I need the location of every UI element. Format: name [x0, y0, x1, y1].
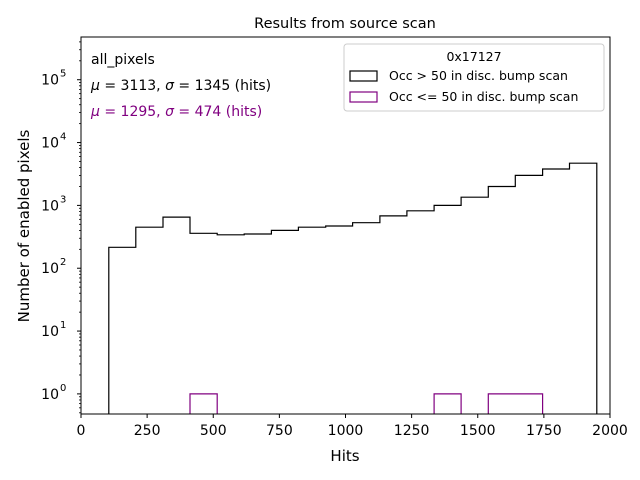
- y-tick-label: 10: [41, 324, 59, 340]
- stats-annotations: all_pixels μ = 3113, σ = 1345 (hits) μ = 1…: [90, 52, 271, 120]
- legend-frame: [343, 43, 605, 112]
- bin-2-16: [515, 394, 542, 414]
- series-1: [108, 162, 598, 415]
- y-tick-exponent: 3: [60, 194, 66, 205]
- bin-1-5: [217, 235, 244, 414]
- bin-1-18: [570, 163, 597, 414]
- legend-swatch-1: [349, 70, 378, 82]
- legend-label-1: Occ > 50 in disc. bump scan: [389, 68, 568, 83]
- histogram-step-2-3: [487, 393, 544, 414]
- y-tick-label: 10: [41, 387, 59, 403]
- bin-1-4: [190, 233, 217, 414]
- bin-1-1: [109, 247, 136, 414]
- bin-1-13: [434, 205, 461, 414]
- y-tick-label: 10: [41, 261, 59, 277]
- chart-title: Results from source scan: [254, 16, 436, 32]
- annotation-line-3: μ = 1295, σ = 474 (hits): [90, 104, 262, 120]
- bin-1-10: [353, 223, 380, 414]
- histogram-step-1-1: [108, 162, 598, 414]
- bin-1-2: [136, 227, 163, 414]
- x-tick-label: 500: [200, 423, 227, 439]
- x-tick-label: 1750: [526, 423, 562, 439]
- y-tick-exponent: 0: [60, 383, 66, 394]
- bin-1-3: [163, 217, 190, 414]
- plot-area: [108, 162, 598, 415]
- y-tick-label: 10: [41, 198, 59, 214]
- y-tick-exponent: 1: [60, 320, 66, 331]
- bin-2-15: [488, 394, 515, 414]
- bin-2-13: [434, 394, 461, 414]
- x-tick-label: 2000: [592, 423, 628, 439]
- series-2: [189, 393, 544, 414]
- bin-1-8: [298, 227, 325, 414]
- bin-1-7: [271, 230, 298, 414]
- annotation-line-2: μ = 3113, σ = 1345 (hits): [90, 78, 271, 94]
- bin-1-9: [326, 226, 353, 414]
- legend: 0x17127 Occ > 50 in disc. bump scan Occ <…: [343, 43, 605, 112]
- histogram-step-2-2: [433, 393, 462, 414]
- y-tick-exponent: 2: [60, 257, 66, 268]
- y-tick-label: 10: [41, 136, 59, 152]
- annotation-line-1: all_pixels: [91, 52, 155, 68]
- x-axis-label: Hits: [330, 447, 359, 465]
- bin-1-16: [515, 175, 542, 414]
- bin-1-6: [244, 234, 271, 414]
- y-axis-label: Number of enabled pixels: [15, 129, 33, 322]
- bin-2-4: [190, 394, 217, 414]
- x-tick-label: 1000: [328, 423, 364, 439]
- x-tick-label: 250: [134, 423, 161, 439]
- x-tick-label: 1250: [394, 423, 430, 439]
- x-tick-label: 750: [266, 423, 293, 439]
- y-tick-exponent: 5: [60, 69, 66, 80]
- y-tick-exponent: 4: [60, 132, 66, 143]
- legend-label-2: Occ <= 50 in disc. bump scan: [389, 89, 578, 104]
- bin-1-11: [380, 216, 407, 414]
- y-tick-label: 10: [41, 73, 59, 89]
- bin-1-15: [488, 187, 515, 415]
- bin-1-14: [461, 197, 488, 414]
- legend-title: 0x17127: [446, 49, 501, 64]
- x-axis: 0 250 500 750 1000 1250 1500 1750 2000: [77, 414, 628, 439]
- bin-1-17: [543, 169, 570, 414]
- histogram-step-2-1: [189, 393, 218, 414]
- x-tick-label: 1500: [460, 423, 496, 439]
- x-tick-label: 0: [77, 423, 86, 439]
- legend-swatch-2: [349, 91, 378, 103]
- bin-1-12: [407, 211, 434, 414]
